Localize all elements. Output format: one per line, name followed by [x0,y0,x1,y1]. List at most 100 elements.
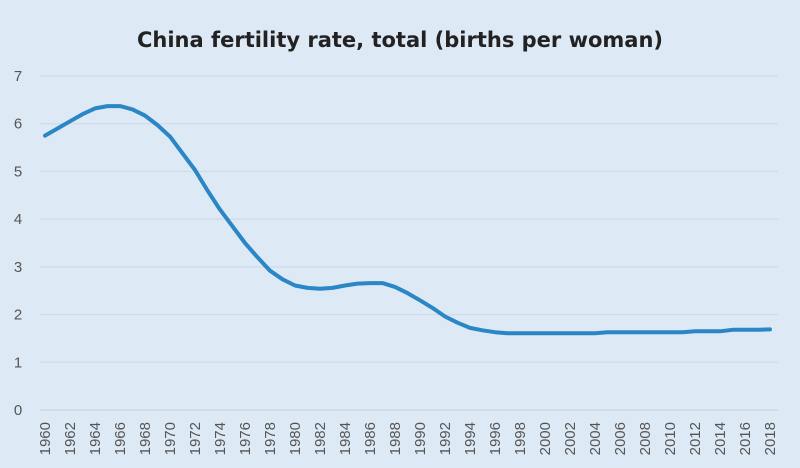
y-tick-label: 0 [14,402,22,419]
x-tick-label: 2012 [687,422,704,455]
y-tick-label: 1 [14,354,22,371]
x-tick-label: 1998 [512,422,529,455]
x-tick-label: 1984 [337,422,354,455]
data-point [68,119,72,123]
data-point [281,277,285,281]
data-point [393,285,397,289]
y-tick-label: 2 [14,307,22,324]
x-tick-label: 1968 [137,422,154,455]
data-point [106,104,110,108]
data-point [81,112,85,116]
x-tick-label: 2000 [537,422,554,455]
data-point [506,331,510,335]
data-point [181,151,185,155]
chart-title: China fertility rate, total (births per … [137,28,663,52]
data-point [143,114,147,118]
data-point [606,330,610,334]
data-point [343,283,347,287]
x-tick-label: 2008 [637,422,654,455]
data-point [368,281,372,285]
data-point [631,330,635,334]
data-point [156,123,160,127]
x-tick-label: 1964 [87,422,104,455]
x-axis: 1960 1962 1964 1966 1968 1970 1972 1974 1976 1978… [37,422,779,455]
data-point [443,314,447,318]
x-tick-label: 2006 [612,422,629,455]
x-tick-label: 1980 [287,422,304,455]
series [43,104,772,336]
data-point [268,269,272,273]
data-point [381,281,385,285]
x-tick-label: 1994 [462,422,479,455]
data-point [581,331,585,335]
y-axis: 0 1 2 3 4 5 6 7 [14,68,22,419]
data-point [681,330,685,334]
data-point [406,291,410,295]
data-point [356,282,360,286]
data-point [668,330,672,334]
data-point [306,286,310,290]
data-point [731,328,735,332]
data-point [643,330,647,334]
data-point [206,189,210,193]
data-point [568,331,572,335]
data-point [493,330,497,334]
data-point [56,126,60,130]
data-point [656,330,660,334]
x-tick-label: 2004 [587,422,604,455]
data-point [331,286,335,290]
x-tick-label: 1978 [262,422,279,455]
x-tick-label: 1988 [387,422,404,455]
x-tick-label: 2018 [762,422,779,455]
x-tick-label: 2010 [662,422,679,455]
data-point [481,328,485,332]
data-point [118,104,122,108]
data-point [756,328,760,332]
data-point [131,107,135,111]
data-point [231,224,235,228]
y-tick-label: 7 [14,68,22,85]
x-tick-label: 1974 [212,422,229,455]
x-tick-label: 2016 [737,422,754,455]
data-point [43,134,47,138]
data-point [193,168,197,172]
y-tick-label: 3 [14,259,22,276]
data-point [243,241,247,245]
data-point [543,331,547,335]
x-tick-label: 1962 [62,422,79,455]
x-tick-label: 1960 [37,422,54,455]
x-tick-label: 2002 [562,422,579,455]
data-point [468,326,472,330]
data-point [743,328,747,332]
data-point [418,298,422,302]
x-tick-label: 1996 [487,422,504,455]
data-point [718,329,722,333]
y-tick-label: 4 [14,211,22,228]
data-point [318,287,322,291]
y-tick-label: 5 [14,163,22,180]
data-point [168,135,172,139]
data-point [518,331,522,335]
x-tick-label: 1970 [162,422,179,455]
gridlines [40,75,778,411]
x-tick-label: 1966 [112,422,129,455]
x-tick-label: 1982 [312,422,329,455]
x-tick-label: 1986 [362,422,379,455]
data-point [293,283,297,287]
x-tick-label: 1972 [187,422,204,455]
x-tick-label: 1992 [437,422,454,455]
data-point [593,331,597,335]
x-tick-label: 1990 [412,422,429,455]
data-point [431,306,435,310]
data-point [256,255,260,259]
data-point [531,331,535,335]
x-tick-label: 1976 [237,422,254,455]
data-point [706,329,710,333]
y-tick-label: 6 [14,116,22,133]
fertility-rate-line [43,104,772,336]
data-point [556,331,560,335]
data-point [218,208,222,212]
data-point [693,329,697,333]
data-point [93,106,97,110]
